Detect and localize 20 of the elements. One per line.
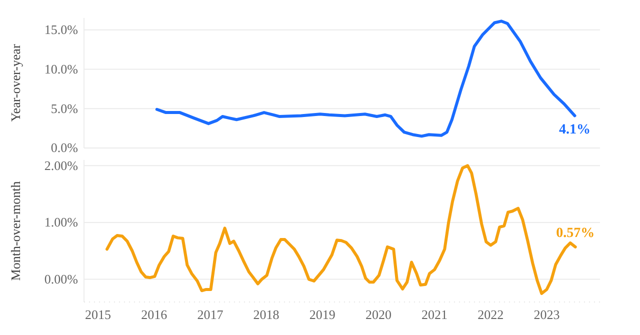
y-tick-label: 0.0% (50, 140, 78, 156)
x-tick-label: 2021 (422, 307, 448, 322)
annotation: 4.1% (559, 122, 591, 138)
y-tick-label: 15.0% (44, 22, 78, 37)
y-tick-label: 0.00% (44, 271, 78, 286)
x-tick-label: 2022 (478, 307, 504, 322)
x-tick-label: 2015 (85, 307, 112, 322)
y-tick-label: 5.0% (50, 100, 78, 116)
y-tick-label: 2.00% (44, 158, 78, 173)
y-axis-title: Year-over-year (8, 44, 23, 122)
x-tick-label: 2023 (534, 307, 560, 322)
y-tick-label: 1.00% (44, 214, 78, 230)
x-tick-label: 2016 (141, 307, 168, 322)
x-tick-label: 2017 (197, 307, 224, 322)
annotation: 0.57% (556, 226, 595, 241)
x-tick-label: 2019 (309, 307, 336, 322)
x-tick-label: 2020 (365, 307, 392, 322)
y-axis-title: Month-over-month (8, 180, 23, 281)
x-tick-label: 2018 (253, 307, 280, 322)
y-tick-label: 10.0% (44, 61, 78, 76)
